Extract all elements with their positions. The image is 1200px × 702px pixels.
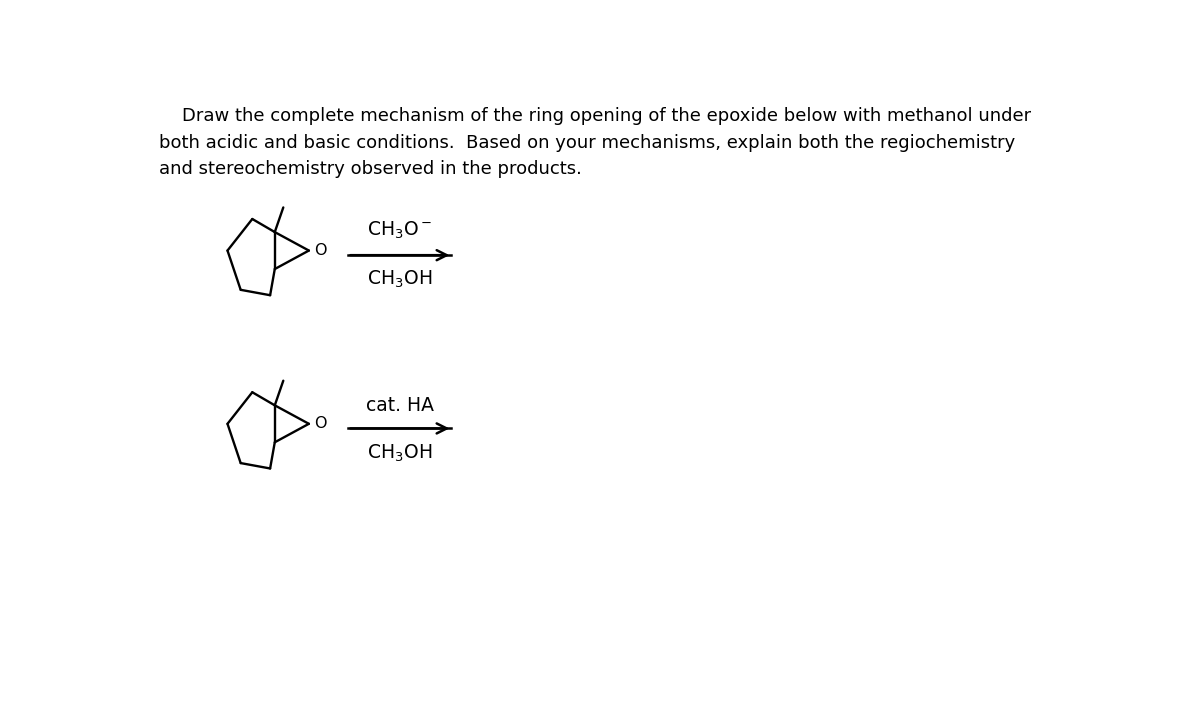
Text: O: O (314, 243, 326, 258)
Text: Draw the complete mechanism of the ring opening of the epoxide below with methan: Draw the complete mechanism of the ring … (160, 107, 1032, 126)
Text: CH$_3$OH: CH$_3$OH (367, 269, 432, 291)
Text: O: O (314, 416, 326, 431)
Text: CH$_3$O$^-$: CH$_3$O$^-$ (367, 220, 433, 241)
Text: both acidic and basic conditions.  Based on your mechanisms, explain both the re: both acidic and basic conditions. Based … (160, 133, 1015, 152)
Text: CH$_3$OH: CH$_3$OH (367, 442, 432, 463)
Text: cat. HA: cat. HA (366, 395, 434, 415)
Text: and stereochemistry observed in the products.: and stereochemistry observed in the prod… (160, 159, 582, 178)
